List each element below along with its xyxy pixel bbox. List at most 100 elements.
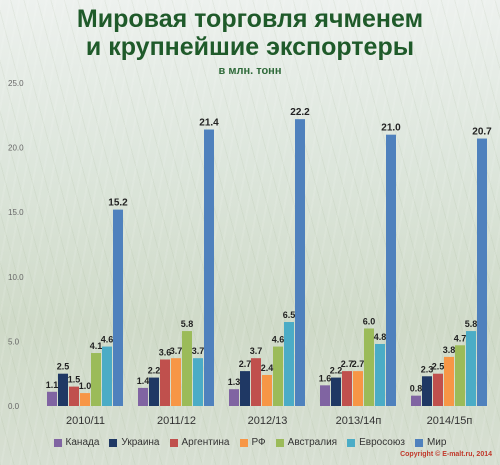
bar	[204, 129, 214, 406]
y-axis: 0.0 5.0 10.0 15.0 20.0 25.0	[8, 79, 24, 411]
bar	[69, 386, 79, 406]
bar	[455, 345, 465, 406]
legend-item: Украина	[109, 437, 160, 448]
legend-label: Австралия	[287, 437, 338, 448]
bars-group	[47, 119, 487, 407]
bar	[193, 358, 203, 406]
legend-item: Австралия	[275, 437, 338, 448]
y-tick-label: 25.0	[8, 79, 24, 88]
bar	[80, 393, 90, 406]
bar	[171, 358, 181, 406]
data-label: 3.8	[443, 345, 456, 355]
bar	[262, 374, 272, 406]
bar	[320, 385, 330, 406]
bar	[240, 371, 250, 406]
chart-title-line1: Мировая торговля ячменем	[76, 5, 424, 33]
bar	[433, 373, 443, 406]
data-label: 2.5	[432, 362, 445, 372]
legend-item: РФ	[239, 437, 266, 448]
bar	[182, 331, 192, 406]
legend: Канада Украина Аргентина РФ Австралия Евросою…	[0, 437, 500, 448]
data-label: 2.7	[341, 359, 354, 369]
data-label: 1.4	[137, 376, 150, 386]
x-axis: 2010/11 2011/12 2012/13 2013/14п 2014/15п	[66, 415, 472, 427]
data-label: 4.6	[101, 335, 114, 345]
data-label: 6.0	[363, 316, 376, 326]
copyright-text: Copyright © E-malt.ru, 2014	[400, 451, 492, 458]
y-tick-label: 15.0	[8, 208, 24, 217]
legend-label: Украина	[121, 437, 160, 448]
data-label: 0.8	[410, 384, 423, 394]
data-label: 21.4	[199, 118, 219, 129]
legend-swatch	[239, 438, 248, 447]
data-label: 5.8	[465, 319, 478, 329]
bar	[386, 134, 396, 406]
data-label: 4.8	[374, 332, 387, 342]
bar	[149, 377, 159, 406]
x-tick-label: 2013/14п	[336, 415, 382, 427]
data-label: 1.6	[319, 373, 332, 383]
legend-swatch	[347, 438, 356, 447]
data-label: 2.7	[239, 359, 252, 369]
data-label: 3.7	[192, 346, 205, 356]
legend-item: Канада	[53, 437, 99, 448]
y-tick-label: 0.0	[8, 402, 20, 411]
chart-title-line2: и крупнейшие экспортеры	[85, 33, 415, 61]
data-label: 2.4	[261, 363, 274, 373]
data-label: 1.3	[228, 377, 241, 387]
data-label: 20.7	[472, 127, 492, 138]
legend-swatch	[169, 438, 178, 447]
data-label: 21.0	[381, 123, 401, 134]
x-tick-label: 2014/15п	[427, 415, 473, 427]
bar	[353, 371, 363, 406]
data-label: 2.3	[421, 364, 434, 374]
bar	[160, 359, 170, 406]
data-label: 1.1	[46, 380, 59, 390]
data-labels-group: 1.12.51.51.04.14.615.21.42.23.63.75.83.7…	[46, 107, 492, 393]
legend-swatch	[275, 438, 284, 447]
bar	[295, 119, 305, 407]
data-label: 1.0	[79, 381, 92, 391]
data-label: 2.2	[148, 366, 161, 376]
bar	[284, 322, 294, 406]
legend-item: Аргентина	[169, 437, 230, 448]
y-tick-label: 5.0	[8, 337, 20, 346]
bar	[477, 138, 487, 406]
data-label: 1.5	[68, 375, 81, 385]
x-tick-label: 2011/12	[157, 415, 196, 427]
bar	[411, 395, 421, 406]
legend-item: Мир	[414, 437, 446, 448]
bar	[113, 209, 123, 406]
bar	[375, 343, 385, 406]
legend-swatch	[414, 438, 423, 447]
x-tick-label: 2010/11	[66, 415, 105, 427]
chart-subtitle: в млн. тонн	[218, 65, 282, 77]
data-label: 3.7	[170, 346, 183, 356]
bar	[102, 346, 112, 406]
bar	[364, 328, 374, 406]
data-label: 6.5	[283, 310, 296, 320]
bar	[91, 353, 101, 406]
bar	[47, 391, 57, 406]
bar	[466, 331, 476, 406]
legend-label: Евросоюз	[359, 437, 405, 448]
data-label: 15.2	[108, 198, 128, 209]
data-label: 5.8	[181, 319, 194, 329]
data-label: 2.7	[352, 359, 365, 369]
legend-label: Аргентина	[181, 437, 230, 448]
legend-swatch	[109, 438, 118, 447]
y-tick-label: 20.0	[8, 144, 24, 153]
bar	[251, 358, 261, 406]
y-tick-label: 10.0	[8, 273, 24, 282]
bar	[444, 356, 454, 406]
bar	[138, 387, 148, 406]
data-label: 2.5	[57, 362, 70, 372]
data-label: 4.7	[454, 333, 467, 343]
bar	[273, 346, 283, 406]
bar	[331, 377, 341, 406]
bar	[229, 389, 239, 406]
bar	[422, 376, 432, 406]
data-label: 3.7	[250, 346, 263, 356]
data-label: 2.2	[330, 366, 343, 376]
